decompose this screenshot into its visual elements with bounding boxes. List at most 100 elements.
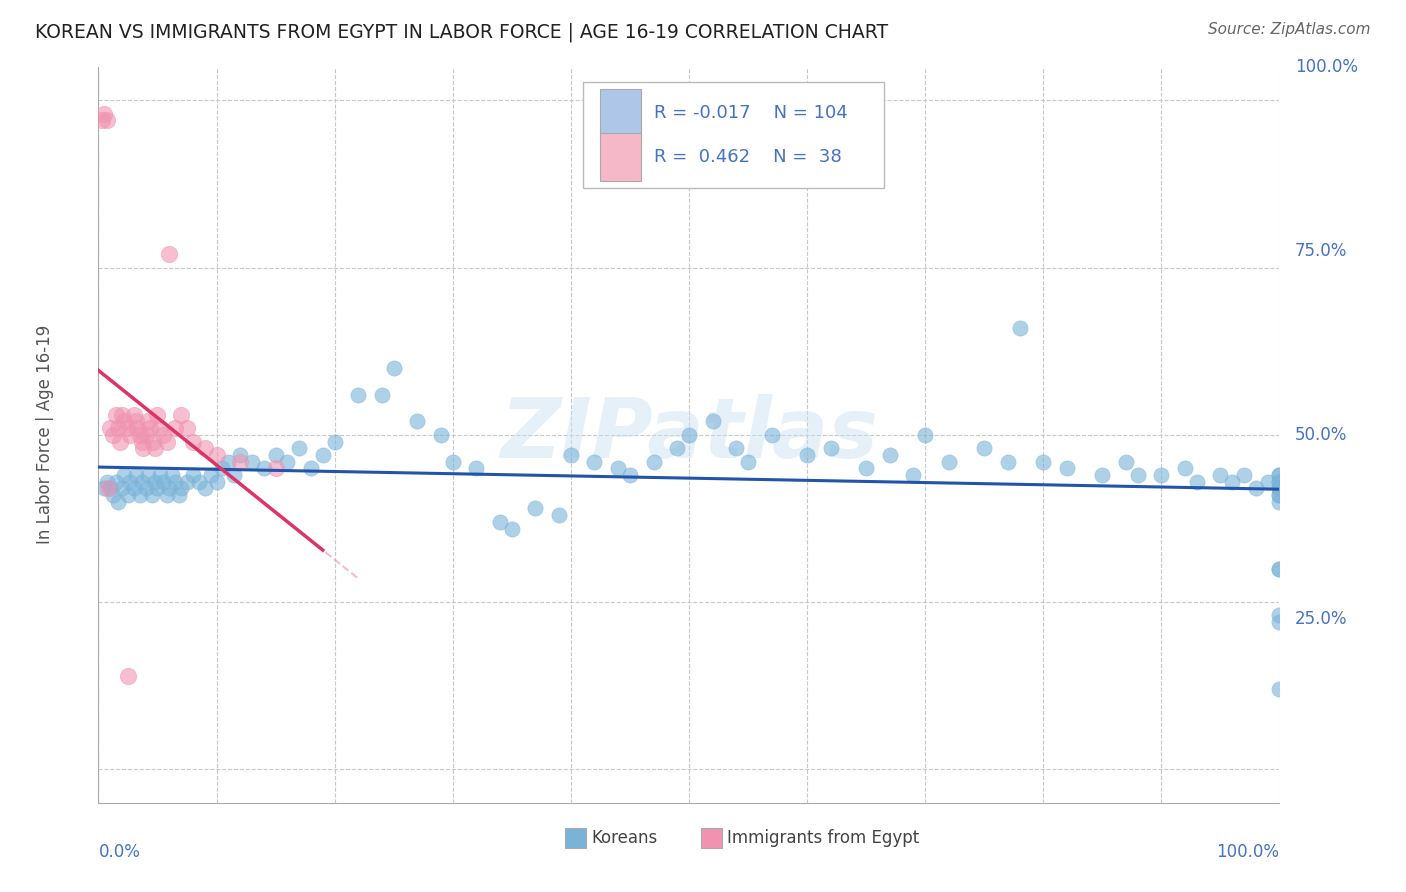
Point — [93, 482, 115, 496]
Point — [107, 494, 129, 508]
Point — [176, 421, 198, 435]
Point — [157, 247, 180, 261]
Point — [165, 475, 187, 489]
Point — [548, 508, 571, 523]
Point — [131, 434, 153, 449]
Point — [1268, 482, 1291, 496]
Point — [156, 434, 179, 449]
Point — [149, 467, 172, 482]
Point — [96, 475, 118, 489]
Point — [136, 467, 159, 482]
Point — [146, 408, 169, 422]
Point — [240, 454, 263, 469]
Point — [97, 482, 120, 496]
Point — [165, 421, 187, 435]
Point — [253, 461, 276, 475]
Point — [524, 501, 547, 516]
Point — [264, 461, 287, 475]
Bar — [700, 828, 723, 848]
Point — [136, 414, 159, 428]
Point — [122, 482, 145, 496]
Point — [1032, 454, 1054, 469]
Point — [997, 454, 1019, 469]
Point — [160, 467, 183, 482]
Point — [312, 448, 335, 462]
Text: ZIPatlas: ZIPatlas — [501, 394, 877, 475]
Point — [157, 482, 180, 496]
Point — [127, 421, 149, 435]
Point — [170, 408, 193, 422]
Point — [176, 475, 198, 489]
Text: Source: ZipAtlas.com: Source: ZipAtlas.com — [1208, 22, 1371, 37]
Point — [170, 482, 193, 496]
Point — [128, 427, 150, 442]
Point — [205, 475, 228, 489]
Point — [323, 434, 346, 449]
Point — [1268, 475, 1291, 489]
Point — [288, 441, 311, 455]
Text: Immigrants from Egypt: Immigrants from Egypt — [727, 830, 920, 847]
Point — [1268, 494, 1291, 508]
Point — [1233, 467, 1256, 482]
Point — [1209, 467, 1232, 482]
Point — [1056, 461, 1078, 475]
Point — [131, 475, 153, 489]
Point — [141, 488, 163, 502]
Point — [112, 414, 135, 428]
Point — [105, 408, 128, 422]
Point — [430, 427, 453, 442]
Point — [1244, 482, 1267, 496]
Bar — [565, 828, 586, 848]
Point — [111, 482, 134, 496]
Point — [96, 113, 118, 128]
Point — [702, 414, 724, 428]
Point — [152, 475, 174, 489]
Point — [101, 427, 124, 442]
Point — [560, 448, 582, 462]
Point — [347, 387, 370, 401]
Point — [229, 454, 252, 469]
Point — [1185, 475, 1208, 489]
Point — [737, 454, 759, 469]
Point — [607, 461, 630, 475]
Point — [143, 475, 166, 489]
Point — [1268, 488, 1291, 502]
Point — [217, 454, 239, 469]
Point — [583, 454, 606, 469]
Point — [98, 421, 121, 435]
Point — [1268, 467, 1291, 482]
Point — [117, 488, 139, 502]
Point — [796, 448, 818, 462]
Point — [125, 467, 148, 482]
Point — [181, 434, 204, 449]
Point — [107, 421, 129, 435]
Point — [146, 482, 169, 496]
Point — [112, 467, 135, 482]
Point — [91, 113, 114, 128]
Point — [105, 475, 128, 489]
Bar — [600, 89, 641, 137]
Point — [115, 421, 138, 435]
Point — [167, 488, 190, 502]
Point — [194, 482, 217, 496]
Point — [200, 467, 222, 482]
Point — [489, 515, 512, 529]
Text: 75.0%: 75.0% — [1295, 242, 1347, 260]
Text: R = -0.017    N = 104: R = -0.017 N = 104 — [654, 104, 848, 122]
Point — [117, 669, 139, 683]
Text: KOREAN VS IMMIGRANTS FROM EGYPT IN LABOR FORCE | AGE 16-19 CORRELATION CHART: KOREAN VS IMMIGRANTS FROM EGYPT IN LABOR… — [35, 22, 889, 42]
Point — [973, 441, 995, 455]
Point — [101, 488, 124, 502]
FancyBboxPatch shape — [582, 81, 884, 188]
Point — [903, 467, 925, 482]
Point — [1268, 608, 1291, 623]
Point — [264, 448, 287, 462]
Point — [93, 106, 115, 120]
Point — [938, 454, 960, 469]
Point — [211, 461, 233, 475]
Point — [181, 467, 204, 482]
Point — [111, 408, 134, 422]
Point — [879, 448, 901, 462]
Point — [643, 454, 665, 469]
Point — [224, 467, 246, 482]
